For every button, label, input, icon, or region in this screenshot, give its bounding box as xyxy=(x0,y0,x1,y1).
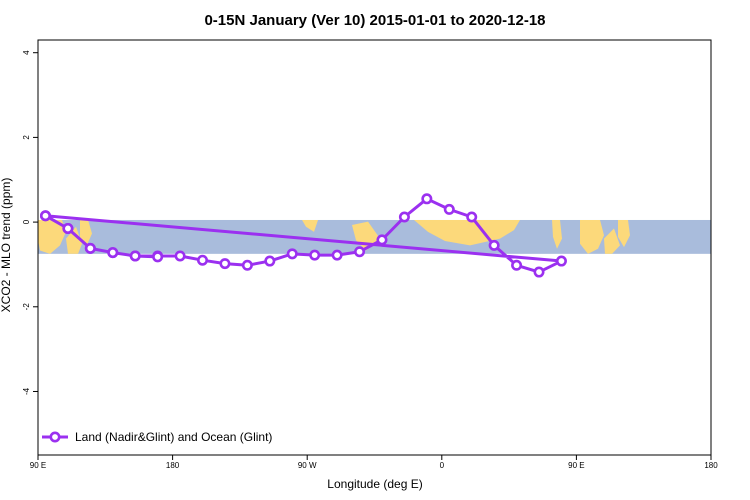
land-shape-7 xyxy=(580,219,604,254)
land-shape-1 xyxy=(66,226,82,254)
data-point xyxy=(354,246,366,258)
data-point xyxy=(174,250,186,262)
data-point xyxy=(197,254,209,266)
land-shape-9 xyxy=(618,219,630,248)
x-tick-label: 0 xyxy=(440,461,445,470)
land-ocean-band xyxy=(38,219,711,254)
y-tick-label: -2 xyxy=(22,303,31,311)
y-tick-label: 0 xyxy=(22,219,31,224)
x-axis-label: Longitude (deg E) xyxy=(327,477,422,491)
land-shape-3 xyxy=(302,219,318,232)
land-shape-5 xyxy=(414,219,520,246)
y-axis-label: XCO2 - MLO trend (ppm) xyxy=(0,178,13,313)
data-point xyxy=(286,248,298,260)
chart-title: 0-15N January (Ver 10) 2015-01-01 to 202… xyxy=(204,12,545,29)
data-point xyxy=(107,247,119,259)
land-shape-6 xyxy=(552,219,562,249)
data-point xyxy=(152,251,164,263)
data-point xyxy=(309,249,321,261)
data-point xyxy=(331,249,343,261)
x-tick-label: 90 W xyxy=(298,461,317,470)
land-shape-0 xyxy=(38,219,66,254)
data-point xyxy=(555,255,567,267)
y-tick-label: 2 xyxy=(22,135,31,140)
legend-label: Land (Nadir&Glint) and Ocean (Glint) xyxy=(75,430,272,444)
x-tick-label: 180 xyxy=(704,461,718,470)
data-point xyxy=(466,211,478,223)
data-point xyxy=(443,203,455,215)
axes: -4 -2 0 2 4 90 E 180 90 W 0 90 E 180 xyxy=(22,39,718,470)
data-point xyxy=(264,255,276,267)
y-tick-label: 4 xyxy=(22,50,31,55)
data-point xyxy=(62,222,74,234)
data-point xyxy=(241,259,253,271)
data-point xyxy=(39,210,51,222)
data-point xyxy=(398,211,410,223)
data-point xyxy=(376,234,388,246)
data-point xyxy=(219,258,231,270)
x-tick-label: 90 E xyxy=(568,461,584,470)
data-point xyxy=(84,242,96,254)
legend-swatch-marker xyxy=(49,431,61,443)
data-point xyxy=(129,250,141,262)
data-point xyxy=(421,193,433,205)
plot-frame xyxy=(37,39,712,456)
legend: Land (Nadir&Glint) and Ocean (Glint) xyxy=(42,430,272,444)
data-point xyxy=(511,259,523,271)
land-shape-8 xyxy=(604,228,620,254)
x-tick-label: 90 E xyxy=(30,461,46,470)
y-tick-label: -4 xyxy=(22,387,31,395)
series-group xyxy=(39,193,567,278)
data-point xyxy=(533,266,545,278)
x-tick-label: 180 xyxy=(166,461,180,470)
data-point xyxy=(488,239,500,251)
